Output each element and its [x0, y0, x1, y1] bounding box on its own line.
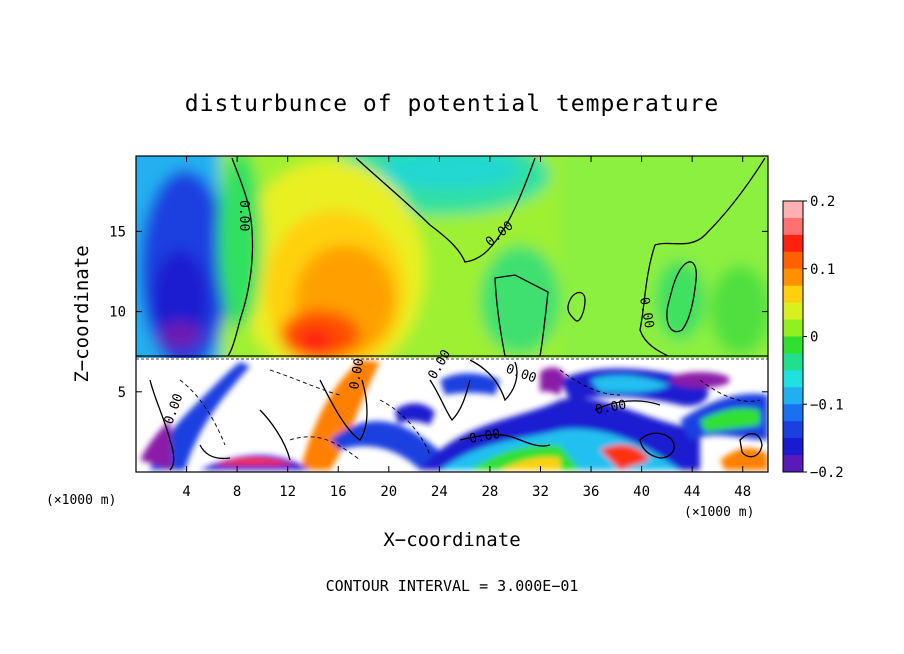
y-axis: 5 10 15	[109, 224, 768, 401]
colorbar-segment	[783, 319, 803, 337]
colorbar-segment	[783, 421, 803, 439]
x-tick-label: 4	[182, 484, 190, 500]
colorbar-segment	[783, 387, 803, 405]
colorbar-segment	[783, 251, 803, 270]
colorbar-tick-label: 0.2	[810, 194, 835, 210]
colorbar-segment	[783, 234, 803, 253]
colorbar-segment	[783, 217, 803, 236]
contour-interval-text: CONTOUR INTERVAL = 3.000E−01	[326, 577, 579, 595]
x-axis-label: X−coordinate	[383, 529, 520, 551]
x-tick-label: 40	[633, 484, 650, 500]
colorbar-segment	[783, 302, 803, 321]
colorbar-tick-label: −0.2	[810, 465, 844, 481]
contour-label: 0.00	[236, 200, 251, 231]
colorbar-segment	[783, 201, 803, 219]
x-tick-label: 28	[481, 484, 498, 500]
x-tick-label: 20	[380, 484, 397, 500]
x-tick-label: 36	[583, 484, 600, 500]
y-tick-label: 10	[109, 305, 126, 321]
x-tick-label: 48	[734, 484, 751, 500]
x-tick-label: 8	[233, 484, 241, 500]
plot-frame	[135, 155, 769, 473]
colorbar-segment	[783, 370, 803, 388]
y-axis-label: Z−coordinate	[71, 245, 93, 382]
colorbar-segment	[783, 455, 803, 473]
x-unit-left: (×1000 m)	[46, 493, 116, 508]
colorbar-tick-label: −0.1	[810, 397, 844, 413]
colorbar-segment	[783, 285, 803, 304]
colorbar-segment	[783, 353, 803, 371]
x-tick-label: 44	[684, 484, 701, 500]
contour-label: 0.00	[468, 427, 501, 447]
colorbar-segment	[783, 336, 803, 354]
y-tick-label: 15	[109, 224, 126, 240]
colorbar-segment	[783, 404, 803, 422]
contour-label: 0.00	[636, 296, 656, 329]
x-axis: 4 8 12 16 20 24 28 32 36 40 44 48	[182, 156, 751, 500]
x-tick-label: 24	[431, 484, 448, 500]
colorbar-segment	[783, 438, 803, 456]
colorbar-segment	[783, 268, 803, 287]
x-tick-label: 16	[330, 484, 347, 500]
x-tick-label: 12	[279, 484, 296, 500]
colorbar: 0.2 0.1 0 −0.1 −0.2	[782, 194, 844, 481]
x-tick-label: 32	[532, 484, 549, 500]
colorbar-tick-label: 0.1	[810, 262, 835, 278]
colorbar-tick-label: 0	[810, 330, 818, 346]
contour-label: 0.00	[347, 357, 367, 390]
y-tick-label: 5	[118, 385, 126, 401]
contour-label: 0.00	[594, 398, 627, 418]
x-unit-right: (×1000 m)	[684, 505, 754, 520]
heatmap-field: 0.00 0.00 0.00 0.00 0.00 0.00 0.00 0.00 …	[136, 156, 768, 472]
chart-title: disturbunce of potential temperature	[185, 91, 720, 117]
